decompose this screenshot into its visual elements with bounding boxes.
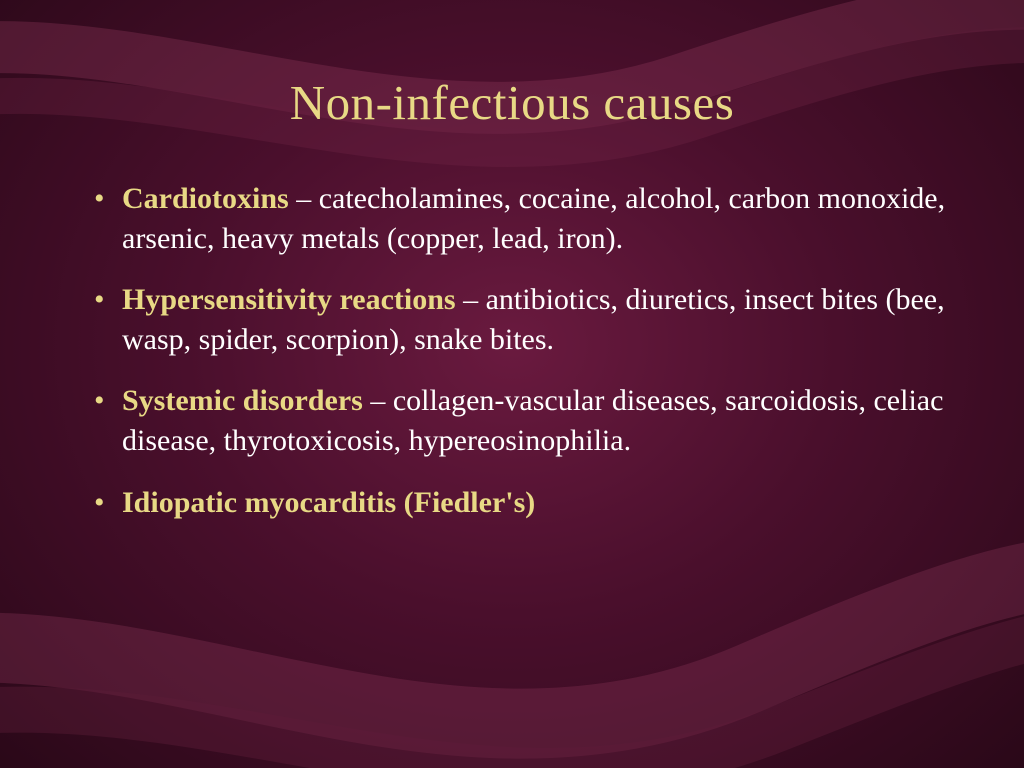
bullet-term: Cardiotoxins xyxy=(122,182,289,215)
bullet-item: Cardiotoxins – catecholamines, cocaine, … xyxy=(94,179,964,258)
slide-title: Non-infectious causes xyxy=(60,74,964,131)
bullet-term: Hypersensitivity reactions xyxy=(122,283,456,316)
bullet-term: Systemic disorders xyxy=(122,384,363,417)
bullet-list: Cardiotoxins – catecholamines, cocaine, … xyxy=(60,179,964,522)
bullet-item: Systemic disorders – collagen-vascular d… xyxy=(94,381,964,460)
bullet-item: Hypersensitivity reactions – antibiotics… xyxy=(94,280,964,359)
bullet-item: Idiopatic myocarditis (Fiedler's) xyxy=(94,483,964,523)
bullet-sep: – xyxy=(363,384,393,417)
bullet-sep: – xyxy=(289,182,319,215)
bullet-term: Idiopatic myocarditis (Fiedler's) xyxy=(122,486,535,519)
slide: Non-infectious causes Cardiotoxins – cat… xyxy=(0,0,1024,768)
bullet-sep: – xyxy=(456,283,486,316)
